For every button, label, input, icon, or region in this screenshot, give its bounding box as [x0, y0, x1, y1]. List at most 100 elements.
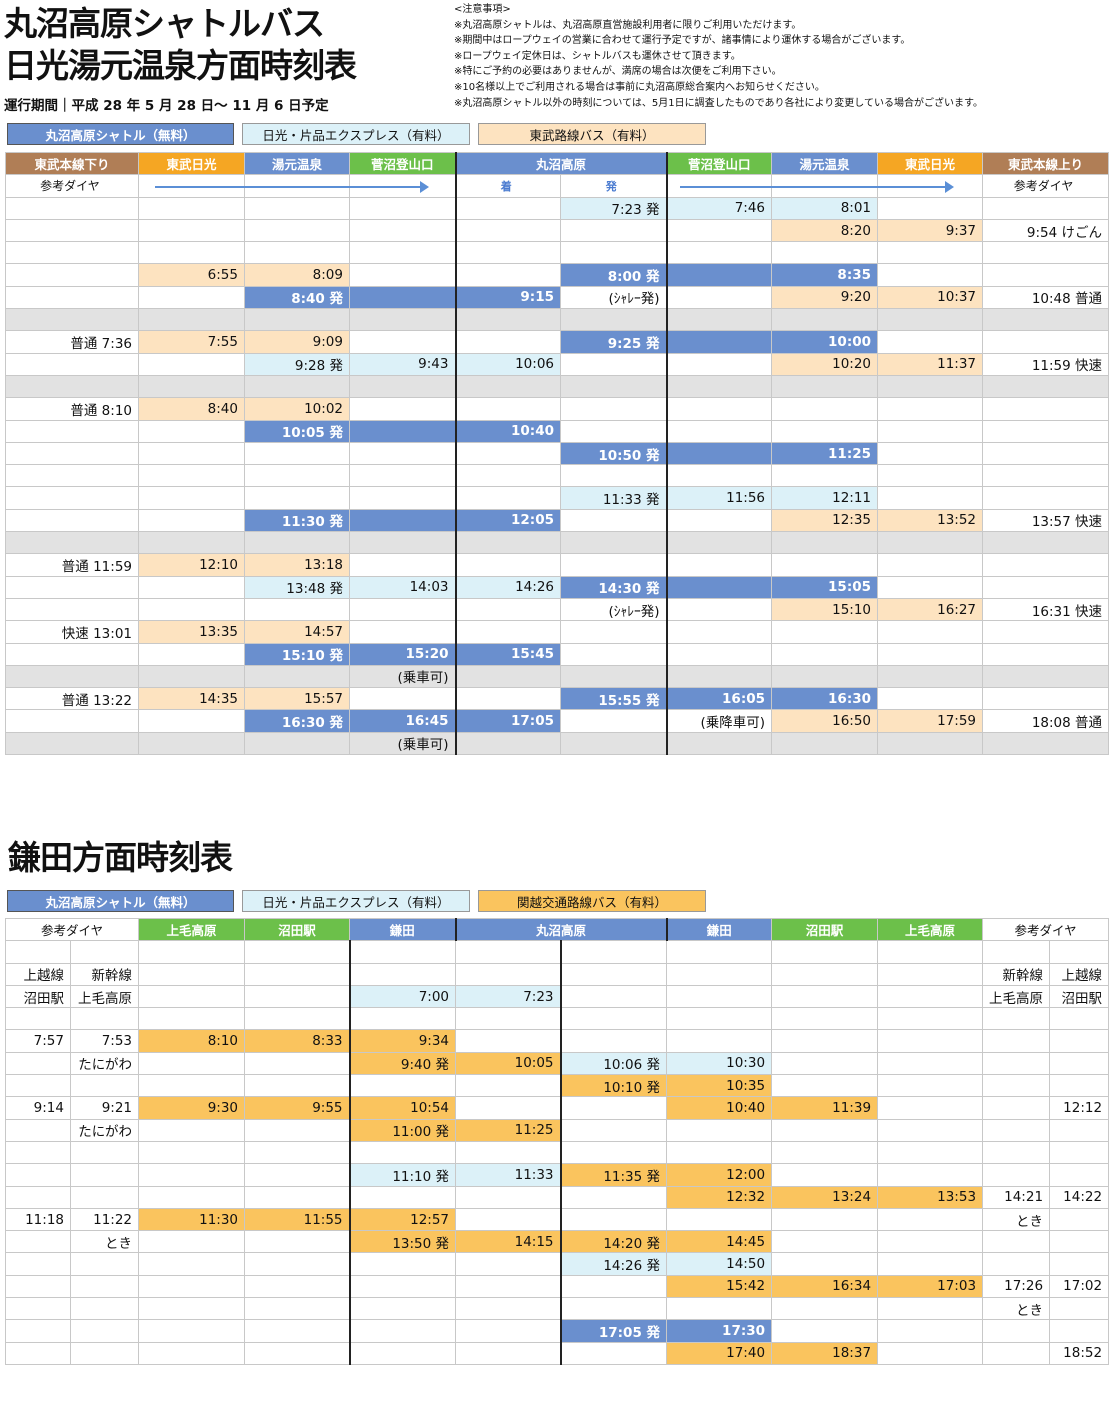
- time-cell: [771, 1297, 879, 1321]
- note-line: ※丸沼高原シャトル以外の時刻については、5月1日に調査したものであり各社により変…: [454, 97, 984, 109]
- time-cell: [349, 285, 456, 310]
- time-cell: 13:53: [877, 1185, 984, 1209]
- timetable-row: たにがわ 9:40 発 10:05 10:06 発 10:30: [5, 1051, 1109, 1076]
- time-cell: 10:48 普通: [982, 285, 1109, 310]
- time-cell: [454, 263, 561, 287]
- time-cell: [1049, 1074, 1109, 1098]
- time-cell: [454, 620, 561, 644]
- time-cell: [877, 1230, 984, 1254]
- time-cell: [244, 597, 350, 622]
- time-cell: [5, 374, 139, 399]
- timetable-row: 普通 7:36 7:55 9:09 9:25 発 10:00: [5, 330, 1109, 354]
- time-cell: [982, 1118, 1051, 1142]
- time-cell: 16:05: [665, 687, 773, 711]
- time-cell: [665, 464, 773, 488]
- time-cell: [877, 397, 984, 421]
- time-cell: [244, 1274, 351, 1299]
- time-cell: [665, 620, 773, 644]
- time-cell: [877, 374, 984, 399]
- time-cell: 11:30 発: [244, 508, 350, 533]
- time-cell: [454, 687, 561, 711]
- time-cell: [559, 218, 668, 243]
- time-cell: 10:37: [877, 285, 984, 310]
- time-cell: 15:55 発: [559, 687, 668, 711]
- time-cell: [244, 1319, 351, 1343]
- time-cell: [665, 397, 773, 421]
- time-cell: [771, 553, 879, 577]
- time-cell: [559, 508, 668, 533]
- timetable-row: 12:32 13:24 13:53 14:21 14:22: [5, 1185, 1109, 1209]
- time-cell: 17:05 発: [559, 1319, 668, 1343]
- time-cell: 14:22: [1049, 1185, 1109, 1209]
- time-cell: [5, 1319, 71, 1343]
- time-cell: [1049, 1118, 1109, 1142]
- main-title-line2: 日光湯元温泉方面時刻表: [4, 46, 357, 85]
- time-cell: 14:03: [349, 575, 456, 599]
- subheader-cell: 着: [454, 174, 561, 198]
- time-cell: [454, 218, 561, 243]
- time-cell: 9:20: [771, 285, 879, 310]
- time-cell: 新幹線: [69, 962, 140, 986]
- time-cell: [138, 531, 245, 555]
- time-cell: [877, 1341, 984, 1365]
- time-cell: [349, 620, 456, 644]
- time-cell: [349, 419, 456, 443]
- time-cell: 8:40 発: [244, 285, 350, 310]
- time-cell: [455, 1274, 562, 1299]
- time-cell: [455, 1207, 562, 1232]
- time-cell: 快速 13:01: [5, 620, 139, 644]
- time-cell: [982, 664, 1109, 689]
- time-cell: 13:18: [244, 553, 350, 577]
- time-cell: [982, 241, 1109, 265]
- note-line: ※丸沼高原シャトルは、丸沼高原直営施設利用者に限りご利用いただけます。: [454, 19, 802, 31]
- time-cell: [877, 419, 984, 443]
- time-cell: [665, 374, 773, 399]
- time-cell: [348, 1074, 457, 1098]
- time-cell: [244, 1252, 351, 1276]
- time-cell: [69, 1163, 140, 1187]
- time-cell: [5, 308, 139, 332]
- timetable-row: 9:28 発 9:43 10:06 10:20 11:37 11:59 快速: [5, 352, 1109, 376]
- time-cell: [877, 308, 984, 332]
- header-row: 参考ダイヤ 上毛高原 沼田駅 鎌田 丸沼高原 鎌田 沼田駅 上毛高原 参考ダイヤ: [4, 917, 1109, 942]
- time-cell: 10:30: [666, 1051, 773, 1076]
- time-cell: [348, 1185, 457, 1209]
- time-cell: [982, 1341, 1051, 1365]
- time-cell: 12:35: [771, 508, 879, 533]
- time-cell: [138, 486, 245, 510]
- time-cell: [559, 940, 668, 964]
- time-cell: 18:52: [1049, 1341, 1109, 1365]
- time-cell: [771, 374, 879, 399]
- time-cell: [5, 597, 139, 622]
- time-cell: 9:09: [244, 330, 350, 354]
- time-cell: 17:02: [1049, 1274, 1109, 1299]
- time-cell: [348, 1274, 457, 1299]
- time-cell: [982, 419, 1109, 443]
- time-cell: 15:57: [244, 687, 350, 711]
- time-cell: [244, 1140, 351, 1165]
- time-cell: 12:32: [666, 1185, 773, 1209]
- time-cell: [559, 553, 668, 577]
- time-cell: 10:35: [666, 1074, 773, 1098]
- timetable-row: 沼田駅 上毛高原 7:00 7:23 上毛高原 沼田駅: [5, 984, 1109, 1009]
- time-cell: 12:11: [771, 486, 879, 510]
- time-cell: [454, 374, 561, 399]
- time-cell: 9:37: [877, 218, 984, 243]
- time-cell: [138, 308, 245, 332]
- time-cell: [877, 241, 984, 265]
- time-cell: [982, 731, 1109, 756]
- time-cell: [349, 263, 456, 287]
- time-cell: 17:26: [982, 1274, 1051, 1299]
- time-cell: [665, 218, 773, 243]
- time-cell: [244, 1118, 351, 1142]
- time-cell: [771, 308, 879, 332]
- time-cell: [982, 330, 1109, 354]
- time-cell: 17:30: [666, 1319, 773, 1343]
- time-cell: 11:10 発: [348, 1163, 457, 1187]
- time-cell: [138, 984, 246, 1009]
- time-cell: [454, 397, 561, 421]
- time-cell: [771, 419, 879, 443]
- time-cell: [771, 642, 879, 666]
- time-cell: [982, 196, 1109, 220]
- time-cell: 10:02: [244, 397, 350, 421]
